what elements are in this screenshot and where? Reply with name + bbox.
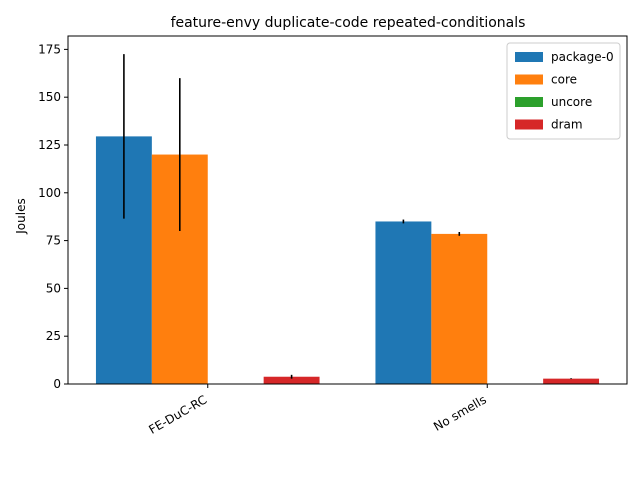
bar-dram-fe-duc-rc — [263, 376, 320, 384]
legend-swatch-package-0 — [515, 52, 543, 62]
y-tick-label: 0 — [53, 377, 61, 391]
y-tick-label: 175 — [38, 42, 61, 56]
bar-package-0-no-smells — [375, 221, 432, 384]
y-tick-label: 150 — [38, 90, 61, 104]
legend-label-package-0: package-0 — [551, 50, 614, 64]
legend-label-core: core — [551, 73, 577, 87]
bar-core-no-smells — [431, 233, 488, 384]
error-bars-layer — [123, 54, 572, 380]
legend-box — [506, 42, 621, 140]
plot-frame — [67, 35, 628, 385]
chart-title: feature-envy duplicate-code repeated-con… — [171, 15, 526, 31]
y-tick-label: 25 — [46, 329, 61, 343]
y-tick-label: 125 — [38, 138, 61, 152]
legend-label-uncore: uncore — [551, 95, 592, 109]
legend-swatch-uncore — [515, 97, 543, 107]
legend-swatch-core — [515, 74, 543, 85]
legend-swatch-dram — [515, 119, 543, 130]
legend-label-dram: dram — [551, 118, 583, 132]
y-tick-label: 75 — [46, 234, 61, 248]
y-tick-label: 100 — [38, 186, 61, 200]
bar-dram-no-smells — [543, 378, 600, 384]
y-tick-label: 50 — [46, 281, 61, 295]
y-axis-label: Joules — [14, 198, 28, 234]
y-axis: 0 25 50 75 100 125 150 175 — [38, 42, 68, 391]
legend: package-0 core uncore dram — [506, 42, 621, 140]
